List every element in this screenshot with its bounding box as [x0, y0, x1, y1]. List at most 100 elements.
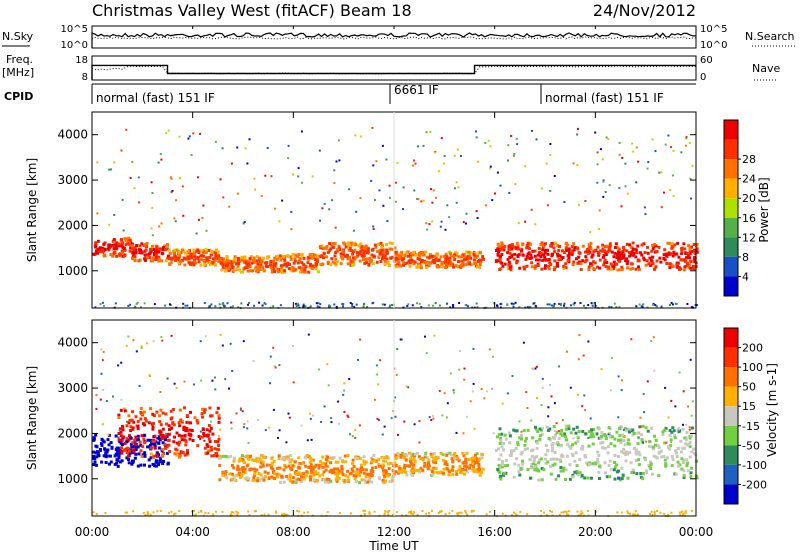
range-cell — [183, 434, 187, 438]
range-cell — [688, 428, 691, 431]
range-cell — [264, 264, 268, 268]
range-cell — [640, 438, 644, 442]
range-cell — [252, 258, 256, 262]
range-cell — [120, 149, 123, 152]
range-cell — [135, 350, 138, 353]
range-cell — [580, 473, 584, 477]
range-cell — [240, 473, 244, 477]
range-cell — [187, 257, 191, 261]
range-cell — [592, 428, 596, 432]
range-cell — [626, 192, 629, 195]
range-cell — [324, 480, 327, 484]
range-cell — [129, 436, 133, 440]
range-cell — [558, 458, 562, 462]
range-cell — [615, 430, 619, 434]
range-cell — [692, 243, 696, 246]
range-cell — [591, 435, 595, 439]
range-cell — [472, 258, 476, 262]
range-cell — [403, 253, 407, 257]
range-cell — [638, 303, 641, 306]
range-cell — [613, 465, 617, 469]
range-cell — [143, 463, 146, 467]
range-cell — [596, 457, 600, 461]
range-cell — [602, 433, 606, 437]
range-cell — [313, 258, 317, 262]
range-cell — [381, 144, 384, 147]
range-cell — [154, 258, 158, 261]
range-cell — [182, 425, 186, 429]
range-cell — [219, 178, 222, 181]
range-cell — [203, 446, 207, 450]
range-cell — [428, 253, 432, 257]
range-cell — [445, 453, 449, 457]
range-cell — [152, 248, 156, 251]
range-cell — [310, 468, 313, 472]
y-tick-label: 1000 — [57, 264, 88, 278]
range-cell — [329, 305, 332, 308]
range-cell — [291, 476, 295, 480]
range-cell — [514, 446, 518, 450]
range-cell — [109, 441, 113, 445]
range-cell — [523, 439, 527, 443]
range-cell — [672, 149, 675, 152]
range-cell — [637, 436, 640, 439]
range-cell — [598, 209, 601, 212]
range-cell — [496, 304, 498, 307]
range-cell — [389, 196, 391, 199]
range-cell — [519, 433, 523, 437]
range-cell — [589, 476, 593, 480]
range-cell — [399, 453, 403, 457]
range-cell — [464, 461, 468, 465]
range-cell — [669, 189, 672, 191]
range-cell — [468, 254, 472, 258]
range-cell — [121, 435, 125, 439]
range-cell — [688, 263, 691, 267]
range-cell — [482, 257, 485, 261]
range-cell — [385, 252, 389, 256]
range-cell — [273, 270, 276, 274]
range-cell — [691, 509, 693, 512]
range-cell — [503, 464, 507, 468]
range-cell — [472, 347, 475, 350]
range-cell — [424, 451, 428, 455]
range-cell — [634, 459, 638, 462]
range-cell — [522, 265, 526, 269]
range-cell — [533, 466, 537, 469]
range-cell — [409, 459, 412, 463]
freq-label-2: [MHz] — [2, 66, 34, 79]
colorbar-tick-label: 16 — [742, 212, 756, 225]
range-cell — [454, 264, 458, 268]
range-cell — [676, 464, 680, 468]
range-cell — [693, 252, 697, 256]
range-cell — [319, 255, 323, 259]
range-cell — [115, 446, 119, 450]
range-cell — [425, 255, 429, 259]
range-cell — [355, 467, 359, 471]
range-cell — [201, 407, 205, 411]
range-cell — [549, 154, 552, 157]
range-cell — [264, 174, 267, 177]
range-cell — [554, 430, 556, 433]
x-axis-ticks: 00:00 04:00 08:00 12:00 16:00 20:00 00:00 — [75, 26, 713, 539]
range-cell — [233, 255, 237, 259]
range-cell — [139, 250, 143, 254]
range-cell — [134, 415, 138, 419]
range-cell — [263, 470, 267, 474]
range-cell — [475, 458, 479, 462]
range-cell — [425, 512, 427, 515]
range-cell — [551, 446, 555, 450]
range-cell — [622, 248, 626, 252]
range-cell — [199, 257, 203, 261]
colorbar-swatch — [724, 484, 738, 504]
range-cell — [537, 478, 541, 482]
range-cell — [580, 510, 583, 513]
range-cell — [279, 480, 282, 484]
range-cell — [607, 463, 611, 467]
range-cell — [488, 510, 491, 513]
range-cell — [277, 473, 281, 477]
range-cell — [113, 251, 117, 254]
range-cell — [547, 406, 550, 409]
range-cell — [604, 191, 607, 193]
range-cell — [427, 304, 430, 307]
range-cell — [518, 473, 522, 477]
